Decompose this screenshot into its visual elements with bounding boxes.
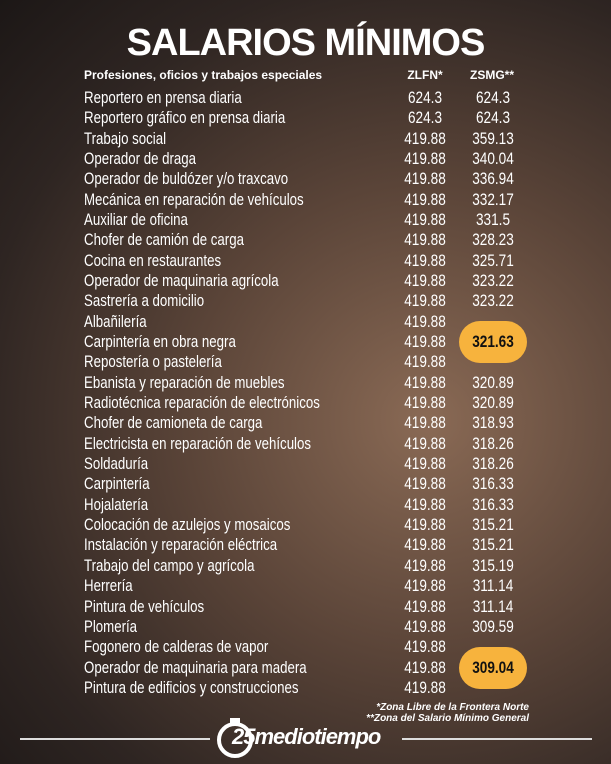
footnote: *Zona Libre de la Frontera Norte	[376, 702, 529, 713]
divider	[402, 738, 592, 740]
row-name: Chofer de camión de carga	[84, 230, 244, 250]
zlfn-value: 419.88	[404, 555, 446, 575]
zlfn-value: 419.88	[404, 230, 446, 250]
row-name: Chofer de camioneta de carga	[84, 413, 263, 433]
row-name: Hojalatería	[84, 494, 149, 514]
zlfn-value: 419.88	[404, 291, 446, 311]
zsmg-value: 325.71	[472, 250, 514, 270]
zsmg-value: 331.5	[475, 210, 511, 230]
zsmg-value: 315.21	[472, 515, 514, 535]
column-header: ZSMG**	[469, 68, 514, 82]
row-name: Trabajo social	[84, 128, 167, 148]
zlfn-value: 419.88	[404, 372, 446, 392]
zsmg-value: 332.17	[472, 189, 514, 209]
highlight	[459, 646, 527, 689]
zlfn-value: 419.88	[404, 393, 446, 413]
zlfn-value: 419.88	[404, 271, 446, 291]
row-name: Carpintería	[84, 474, 150, 494]
zlfn-value: 419.88	[404, 596, 446, 616]
zlfn-value: 624.3	[407, 88, 443, 107]
zsmg-value: 359.13	[472, 128, 514, 148]
logo: 25mediotiempo	[232, 724, 381, 749]
row-name: Carpintería en obra negra	[84, 332, 236, 352]
zlfn-value: 419.88	[404, 169, 446, 189]
zlfn-value: 419.88	[404, 494, 446, 514]
zsmg-value: 340.04	[472, 149, 514, 169]
row-name: Soldaduría	[84, 454, 149, 474]
zsmg-value: 323.22	[472, 291, 514, 311]
zsmg-value: 315.19	[472, 555, 514, 575]
row-name: Operador de draga	[84, 149, 197, 169]
zsmg-value: 315.21	[472, 535, 514, 555]
row-name: Operador de maquinaria para madera	[84, 657, 307, 677]
zsmg-value: 309.04	[472, 657, 514, 677]
row-name: Instalación y reparación eléctrica	[84, 535, 278, 555]
row-name: Reportero en prensa diaria	[84, 88, 242, 107]
zlfn-value: 419.88	[404, 413, 446, 433]
row-name: Ebanista y reparación de muebles	[84, 372, 285, 392]
zsmg-value: 318.26	[472, 454, 514, 474]
zlfn-value: 419.88	[404, 637, 446, 657]
zsmg-value: 336.94	[472, 169, 514, 189]
zlfn-value: 419.88	[404, 149, 446, 169]
row-name: Mecánica en reparación de vehículos	[84, 189, 304, 209]
row-name: Plomería	[84, 616, 138, 636]
zlfn-value: 419.88	[404, 677, 446, 697]
zlfn-value: 419.88	[404, 352, 446, 372]
row-name: Trabajo del campo y agrícola	[84, 555, 255, 575]
zsmg-value: 318.26	[472, 433, 514, 453]
footnote: **Zona del Salario Mínimo General	[366, 713, 529, 724]
row-name: Fogonero de calderas de vapor	[84, 637, 269, 657]
zlfn-value: 419.88	[404, 657, 446, 677]
zlfn-value: 419.88	[404, 210, 446, 230]
zlfn-value: 419.88	[404, 189, 446, 209]
zsmg-value: 328.23	[472, 230, 514, 250]
logo-icon	[217, 718, 253, 758]
zsmg-value: 320.89	[472, 372, 514, 392]
zlfn-value: 419.88	[404, 616, 446, 636]
row-name: Repostería o pastelería	[84, 352, 222, 372]
zsmg-value: 316.33	[472, 494, 514, 514]
zsmg-value: 624.3	[475, 108, 511, 128]
row-name: Electricista en reparación de vehículos	[84, 433, 312, 453]
row-name: Colocación de azulejos y mosaicos	[84, 515, 291, 535]
row-name: Albañilería	[84, 311, 147, 331]
title: SALARIOS MÍNIMOS	[126, 22, 486, 64]
divider	[20, 738, 210, 740]
zlfn-value: 419.88	[404, 433, 446, 453]
zsmg-value: 318.93	[472, 413, 514, 433]
zlfn-value: 419.88	[404, 332, 446, 352]
column-header: ZLFN*	[407, 68, 443, 82]
zlfn-value: 624.3	[407, 108, 443, 128]
zlfn-value: 419.88	[404, 535, 446, 555]
zsmg-value: 323.22	[472, 271, 514, 291]
row-name: Auxiliar de oficina	[84, 210, 188, 230]
zlfn-value: 419.88	[404, 576, 446, 596]
row-name: Radiotécnica reparación de electrónicos	[84, 393, 320, 413]
column-header: Profesiones, oficios y trabajos especial…	[84, 68, 323, 82]
row-name: Sastrería a domicilio	[84, 291, 205, 311]
zlfn-value: 419.88	[404, 454, 446, 474]
zlfn-value: 419.88	[404, 128, 446, 148]
zlfn-value: 419.88	[404, 311, 446, 331]
row-name: Pintura de edificios y construcciones	[84, 677, 299, 697]
zsmg-value: 624.3	[475, 88, 511, 107]
row-name: Operador de buldózer y/o traxcavo	[84, 169, 289, 189]
zsmg-value: 320.89	[472, 393, 514, 413]
zsmg-value: 321.63	[472, 332, 514, 352]
row-name: Pintura de vehículos	[84, 596, 205, 616]
highlight	[459, 321, 527, 364]
row-name: Cocina en restaurantes	[84, 250, 222, 270]
zsmg-value: 309.59	[472, 616, 514, 636]
zsmg-value: 316.33	[472, 474, 514, 494]
zsmg-value: 311.14	[472, 596, 514, 616]
row-name: Herrería	[84, 576, 133, 596]
row-name: Operador de maquinaria agrícola	[84, 271, 279, 291]
zlfn-value: 419.88	[404, 250, 446, 270]
zlfn-value: 419.88	[404, 474, 446, 494]
zlfn-value: 419.88	[404, 515, 446, 535]
zsmg-value: 311.14	[472, 576, 514, 596]
row-name: Reportero gráfico en prensa diaria	[84, 108, 286, 128]
